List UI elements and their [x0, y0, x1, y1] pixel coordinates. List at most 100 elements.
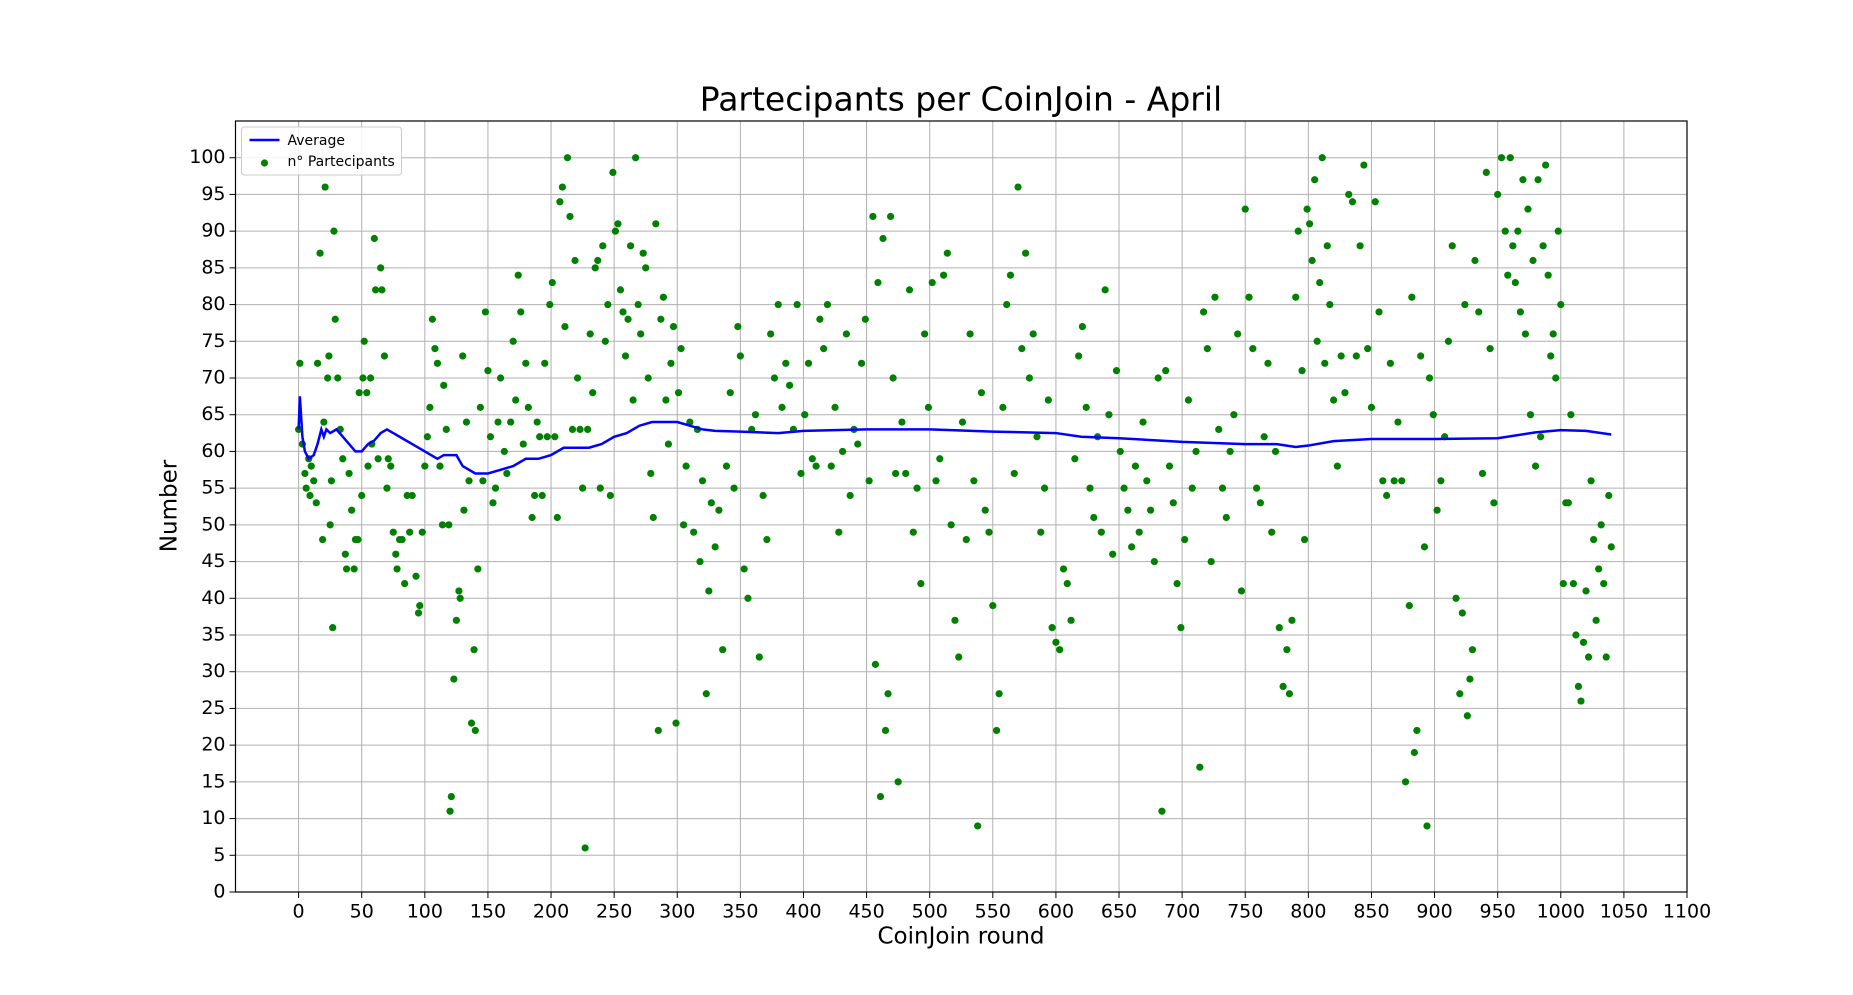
- x-tick-label: 550: [975, 901, 1011, 923]
- point: [1600, 580, 1608, 588]
- y-tick-label: 95: [201, 183, 225, 205]
- x-tick-label: 250: [596, 901, 632, 923]
- point: [324, 374, 332, 382]
- point: [313, 359, 322, 367]
- y-tick-label: 90: [201, 220, 225, 242]
- point: [719, 646, 727, 654]
- point: [330, 227, 338, 235]
- x-tick-label: 300: [659, 901, 695, 923]
- point: [522, 359, 530, 367]
- point: [1037, 528, 1045, 536]
- point: [484, 367, 492, 375]
- point: [1181, 535, 1189, 544]
- point: [1067, 616, 1075, 624]
- y-tick-label: 25: [201, 697, 225, 719]
- point: [421, 462, 429, 470]
- point: [416, 602, 424, 610]
- point: [329, 624, 337, 632]
- point: [614, 220, 622, 228]
- point: [955, 653, 963, 661]
- y-tick-label: 50: [201, 513, 225, 535]
- point: [541, 359, 549, 367]
- point: [1352, 352, 1360, 360]
- point: [341, 550, 349, 558]
- point: [573, 374, 582, 382]
- point: [1154, 374, 1162, 382]
- point: [616, 286, 625, 294]
- point: [726, 389, 734, 397]
- point: [1275, 624, 1283, 632]
- point: [1143, 477, 1151, 485]
- point: [334, 374, 342, 382]
- point: [401, 580, 409, 588]
- point: [568, 425, 577, 433]
- point: [1584, 653, 1593, 661]
- point: [871, 660, 880, 668]
- point: [793, 300, 801, 309]
- point: [1203, 345, 1211, 353]
- point: [682, 462, 690, 470]
- point: [861, 315, 869, 323]
- x-tick-label: 450: [848, 901, 884, 923]
- point: [476, 403, 484, 411]
- point: [594, 256, 602, 265]
- point: [1413, 726, 1421, 735]
- point: [1090, 513, 1098, 522]
- y-tick-label: 35: [201, 624, 225, 646]
- point: [1318, 154, 1326, 162]
- point: [1245, 293, 1253, 301]
- point: [751, 411, 760, 419]
- point: [436, 462, 444, 470]
- point: [894, 778, 902, 786]
- point: [884, 690, 892, 698]
- point: [619, 308, 627, 316]
- point: [1526, 411, 1535, 419]
- point: [1458, 609, 1466, 617]
- point: [1003, 300, 1011, 309]
- point: [445, 521, 453, 529]
- point: [418, 528, 426, 536]
- point: [345, 469, 353, 478]
- point: [943, 249, 951, 257]
- point: [462, 418, 471, 426]
- point: [423, 433, 431, 441]
- point: [393, 565, 401, 573]
- plot-frame: [234, 120, 1688, 893]
- point: [398, 535, 406, 544]
- point: [366, 374, 375, 382]
- point: [1165, 462, 1174, 470]
- point: [1116, 447, 1124, 456]
- point: [1241, 205, 1249, 213]
- point: [433, 359, 442, 367]
- point: [854, 440, 862, 448]
- point: [384, 455, 392, 463]
- point: [1468, 646, 1477, 654]
- x-tick-label: 1100: [1663, 901, 1711, 923]
- point: [782, 359, 790, 367]
- legend-swatch: [260, 159, 269, 167]
- point: [1490, 499, 1498, 507]
- point: [1564, 499, 1572, 507]
- x-tick-label: 850: [1353, 901, 1389, 923]
- point: [702, 690, 710, 698]
- legend-label: Average: [288, 133, 346, 149]
- point: [1105, 411, 1113, 419]
- point: [489, 499, 497, 507]
- point: [1033, 433, 1041, 441]
- y-tick-label: 5: [213, 844, 225, 866]
- point: [698, 477, 707, 485]
- point: [586, 330, 594, 338]
- point: [1529, 256, 1537, 265]
- point: [902, 469, 910, 478]
- x-tick-label: 100: [407, 901, 443, 923]
- point: [1184, 396, 1193, 404]
- point: [1509, 242, 1517, 250]
- point: [474, 565, 482, 573]
- point: [827, 462, 835, 470]
- point: [1582, 587, 1590, 595]
- point: [465, 477, 473, 485]
- point: [339, 455, 347, 463]
- point: [1139, 418, 1147, 426]
- x-tick-label: 150: [470, 901, 506, 923]
